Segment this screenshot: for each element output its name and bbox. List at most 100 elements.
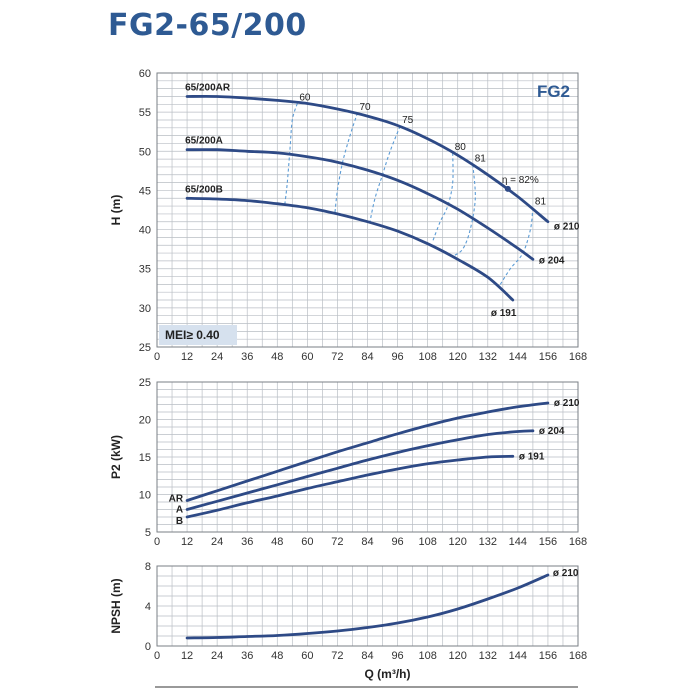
y-axis-label: NPSH (m) (109, 578, 123, 633)
x-axis-label: Q (m³/h) (365, 667, 411, 681)
x-tick-label: 36 (241, 351, 253, 363)
power-curve (185, 429, 535, 511)
diameter-label: ø 191 (519, 451, 545, 462)
x-tick-label: 168 (569, 536, 587, 548)
x-tick-label: 144 (509, 650, 527, 662)
x-tick-label: 48 (271, 650, 283, 662)
mei-badge (159, 325, 237, 345)
x-tick-label: 12 (181, 351, 193, 363)
y-tick-label: 45 (139, 185, 151, 197)
x-tick-label: 120 (449, 351, 467, 363)
y-tick-label: 10 (139, 490, 151, 502)
diameter-label: ø 204 (539, 426, 565, 437)
x-tick-label: 12 (181, 536, 193, 548)
y-tick-label: 60 (139, 68, 151, 80)
efficiency-label: 80 (455, 142, 467, 153)
x-tick-label: 144 (509, 536, 527, 548)
power-curve (185, 454, 515, 519)
x-tick-label: 0 (154, 351, 160, 363)
x-tick-label: 60 (301, 650, 313, 662)
diameter-label: ø 210 (554, 398, 580, 409)
x-tick-label: 132 (479, 536, 497, 548)
y-tick-label: 25 (139, 342, 151, 354)
series-name-label: AR (169, 494, 184, 505)
head-curve (185, 196, 515, 302)
x-tick-label: 48 (271, 536, 283, 548)
best-efficiency-point (504, 185, 511, 192)
efficiency-label: 75 (402, 115, 414, 126)
x-tick-label: 120 (449, 650, 467, 662)
x-tick-label: 36 (241, 536, 253, 548)
efficiency-line (369, 125, 401, 222)
y-tick-label: 25 (139, 377, 151, 389)
x-tick-label: 12 (181, 650, 193, 662)
y-tick-label: 8 (145, 561, 151, 573)
diameter-label: ø 204 (539, 255, 565, 266)
y-tick-label: 55 (139, 107, 151, 119)
y-axis-label: H (m) (109, 195, 123, 226)
y-tick-label: 0 (145, 641, 151, 653)
y-tick-label: 30 (139, 303, 151, 315)
x-tick-label: 120 (449, 536, 467, 548)
series-name-label: 65/200AR (185, 82, 231, 93)
x-tick-label: 84 (361, 536, 373, 548)
diameter-label: ø 210 (554, 222, 580, 233)
best-efficiency-label: η = 82% (502, 175, 539, 186)
power-chart: 0 12 24 36 48 60 72 84 96 108 120 132 144 156 168 5 10 15… (109, 377, 587, 548)
npsh-chart: 0 12 24 36 48 60 72 84 96 108 120 132 144 156 168048NP… (109, 561, 587, 681)
diameter-label: ø 210 (553, 568, 579, 579)
efficiency-label: 60 (299, 93, 311, 104)
y-tick-label: 50 (139, 146, 151, 158)
x-tick-label: 96 (391, 650, 403, 662)
series-tag-label: FG2 (537, 82, 570, 101)
page-title: FG2-65/200 (108, 8, 307, 43)
x-tick-label: 0 (154, 650, 160, 662)
x-tick-label: 48 (271, 351, 283, 363)
efficiency-line (452, 164, 476, 257)
y-tick-label: 15 (139, 452, 151, 464)
series-name-label: B (176, 516, 183, 527)
x-tick-label: 108 (418, 351, 436, 363)
x-tick-label: 60 (301, 536, 313, 548)
y-tick-label: 4 (145, 601, 151, 613)
head-curve (185, 148, 535, 261)
x-tick-label: 96 (391, 351, 403, 363)
efficiency-label: 81 (535, 197, 547, 208)
x-tick-label: 156 (539, 536, 557, 548)
x-tick-label: 72 (331, 650, 343, 662)
series-name-label: 65/200B (185, 184, 223, 195)
diameter-label: ø 191 (491, 308, 517, 319)
x-tick-label: 84 (361, 650, 373, 662)
efficiency-label: 81 (475, 154, 487, 165)
x-tick-label: 24 (211, 351, 223, 363)
x-tick-label: 24 (211, 536, 223, 548)
npsh-curve (185, 573, 550, 640)
plot-frame (156, 381, 579, 533)
plot-frame (156, 72, 579, 348)
x-tick-label: 144 (509, 351, 527, 363)
x-tick-label: 96 (391, 536, 403, 548)
x-tick-label: 156 (539, 650, 557, 662)
x-tick-label: 108 (418, 536, 436, 548)
power-curve (185, 401, 550, 502)
series-name-label: 65/200A (185, 136, 223, 147)
x-tick-label: 132 (479, 351, 497, 363)
y-tick-label: 35 (139, 264, 151, 276)
x-tick-label: 156 (539, 351, 557, 363)
series-name-label: A (176, 505, 183, 516)
y-tick-label: 20 (139, 415, 151, 427)
x-tick-label: 0 (154, 536, 160, 548)
x-tick-label: 108 (418, 650, 436, 662)
x-tick-label: 36 (241, 650, 253, 662)
head-chart: 0 12 24 36 48 60 72 84 96 108 120 132 144 156 168 25 30 3… (109, 68, 587, 363)
x-tick-label: 60 (301, 351, 313, 363)
mei-label: MEI≥ 0.40 (165, 328, 220, 342)
efficiency-line (432, 152, 454, 242)
efficiency-label: 70 (359, 102, 371, 113)
x-tick-label: 72 (331, 536, 343, 548)
x-tick-label: 132 (479, 650, 497, 662)
x-tick-label: 168 (569, 351, 587, 363)
y-axis-label: P2 (kW) (109, 435, 123, 479)
x-tick-label: 168 (569, 650, 587, 662)
